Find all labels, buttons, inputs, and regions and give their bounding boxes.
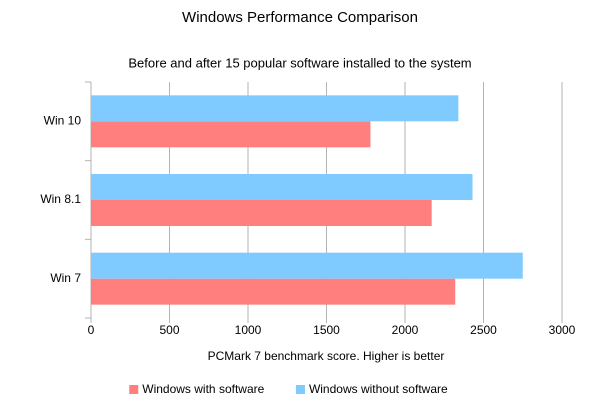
x-tick-label: 2500 bbox=[470, 323, 497, 337]
legend-label: Windows with software bbox=[142, 382, 264, 396]
chart-title: Windows Performance Comparison bbox=[182, 9, 418, 26]
x-tick-label: 0 bbox=[88, 323, 95, 337]
bar bbox=[91, 252, 523, 279]
bar bbox=[91, 278, 456, 305]
bar bbox=[91, 200, 432, 226]
legend-swatch bbox=[129, 385, 139, 394]
y-tick-label: Win 8.1 bbox=[40, 192, 81, 206]
x-axis-title: PCMark 7 benchmark score. Higher is bett… bbox=[208, 349, 445, 363]
legend-swatch bbox=[295, 385, 305, 394]
bar bbox=[91, 95, 459, 122]
x-tick-label: 1000 bbox=[235, 323, 262, 337]
y-tick-label: Win 7 bbox=[50, 271, 81, 285]
bar bbox=[91, 174, 473, 200]
legend-label: Windows without software bbox=[309, 382, 448, 396]
x-tick-label: 500 bbox=[159, 323, 179, 337]
x-tick-label: 2000 bbox=[392, 323, 419, 337]
x-tick-label: 3000 bbox=[549, 323, 576, 337]
y-tick-label: Win 10 bbox=[44, 114, 82, 128]
x-tick-label: 1500 bbox=[313, 323, 340, 337]
bar bbox=[91, 121, 371, 148]
chart-subtitle: Before and after 15 popular software ins… bbox=[128, 55, 471, 70]
